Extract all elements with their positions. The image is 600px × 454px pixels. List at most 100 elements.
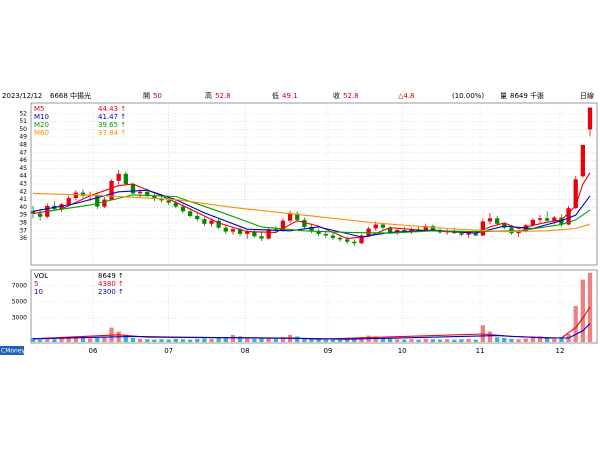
high: 52.8 <box>215 92 231 100</box>
candle-body <box>102 199 107 207</box>
candle-body <box>402 230 407 232</box>
volume-bar <box>209 338 214 342</box>
volume-bar <box>87 338 93 342</box>
y-tick-label: 48 <box>19 142 27 149</box>
candle-body <box>587 107 593 130</box>
candle-body <box>202 219 207 224</box>
volume-bar <box>266 338 271 342</box>
volume-bar <box>487 331 493 342</box>
candle-body <box>187 211 193 216</box>
volume-bar <box>180 339 186 342</box>
volume-bar <box>545 338 550 342</box>
candle-body <box>287 213 293 221</box>
volume-bar <box>187 339 193 342</box>
x-tick-label: 07 <box>164 347 173 355</box>
y-tick-label: 45 <box>19 165 27 172</box>
y-tick-label: 43 <box>19 181 27 188</box>
volume-bar <box>473 339 478 342</box>
volume-bar <box>280 337 286 342</box>
candle-body <box>395 230 400 233</box>
legend-name: VOL <box>34 272 48 280</box>
volume-bar <box>495 337 500 342</box>
candle-body <box>266 229 271 239</box>
volume-bar <box>102 337 107 342</box>
candle-body <box>337 237 343 240</box>
candle-body <box>180 206 186 212</box>
volume-bar <box>337 338 343 342</box>
legend-name: M10 <box>34 113 49 121</box>
volume-bar <box>302 338 307 342</box>
legend-value: 39.65 ↑ <box>98 121 126 129</box>
candle-body <box>252 231 257 237</box>
y-tick-label: 37 <box>19 227 27 234</box>
volume-bar <box>316 339 321 342</box>
legend-name: M20 <box>34 121 49 129</box>
volume-bar <box>80 338 86 342</box>
legend-name: M60 <box>34 129 49 137</box>
volume-bar <box>552 338 557 342</box>
x-tick-label: 08 <box>241 347 250 355</box>
y-tick-label: 50 <box>19 126 27 133</box>
volume-bar <box>359 337 364 342</box>
candle-body <box>230 229 236 232</box>
volume-bar <box>452 339 457 342</box>
volume-bar <box>73 336 78 342</box>
candle-body <box>259 236 264 239</box>
volume-bar <box>537 336 543 342</box>
legend-value: 37.84 ↑ <box>98 129 126 137</box>
volume-bar <box>252 338 257 342</box>
volume-bar <box>52 339 57 342</box>
y-tick-label: 44 <box>19 173 27 180</box>
volume-bar <box>95 338 100 342</box>
candle-body <box>373 224 378 229</box>
open: 50 <box>153 92 162 100</box>
candle-body <box>159 198 164 201</box>
legend-name: 10 <box>34 288 43 296</box>
volume-tick-label: 5000 <box>12 299 27 306</box>
candle-body <box>137 191 143 194</box>
candle-body <box>430 226 436 231</box>
candle-body <box>580 145 586 177</box>
volume-bar <box>573 306 578 342</box>
volume-bar <box>166 339 171 342</box>
candle-body <box>330 235 336 238</box>
y-tick-label: 46 <box>19 157 27 164</box>
candle-body <box>245 231 250 234</box>
volume-panel <box>30 269 598 344</box>
candle-body <box>523 225 528 232</box>
candle-body <box>495 218 500 224</box>
candle-body <box>130 184 136 194</box>
volume-bar <box>237 336 243 342</box>
header: 2023/12/12 6668 中揚光 開 50 高 52.8 低 49.1 收… <box>2 91 594 100</box>
x-tick-label: 11 <box>476 347 485 355</box>
candle-body <box>302 219 307 227</box>
legend-name: 5 <box>34 280 38 288</box>
volume-bar <box>380 338 386 342</box>
candle-body <box>30 211 36 214</box>
change: △4.8 <box>398 92 415 100</box>
change-pct: (10.00%) <box>452 92 484 100</box>
close: 52.8 <box>343 92 359 100</box>
y-tick-label: 41 <box>19 196 27 203</box>
y-tick-label: 40 <box>19 204 27 211</box>
candle-body <box>95 194 100 207</box>
volume-bar <box>352 338 357 342</box>
volume-tick-label: 7000 <box>12 283 27 290</box>
x-tick-label: 10 <box>398 347 407 355</box>
volume-bar <box>295 336 300 342</box>
candle-body <box>473 233 478 236</box>
x-tick-label: 09 <box>323 347 332 355</box>
volume-bar <box>223 337 228 342</box>
volume-label: 量 <box>500 92 507 100</box>
y-tick-label: 38 <box>19 220 27 227</box>
candle-body <box>195 215 200 220</box>
volume-bar <box>30 338 36 342</box>
y-tick-label: 36 <box>19 235 27 242</box>
candle-body <box>152 195 157 199</box>
volume-bar <box>345 338 350 342</box>
candle-body <box>573 179 578 209</box>
volume-bar <box>152 339 157 342</box>
candle-body <box>516 231 521 234</box>
candle-body <box>545 218 550 221</box>
